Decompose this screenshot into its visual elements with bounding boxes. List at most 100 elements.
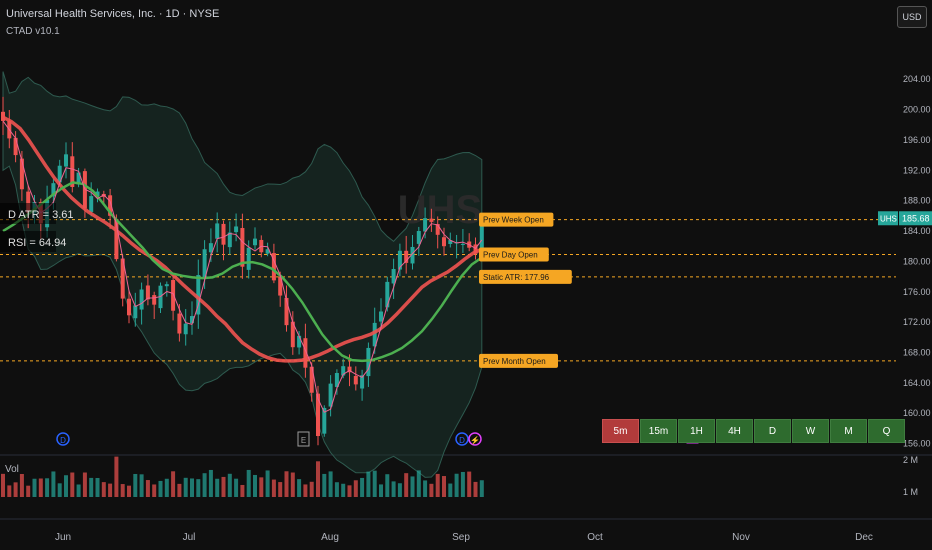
x-tick-label: Sep [452, 532, 470, 543]
candle-body [177, 313, 182, 334]
level-label-bg-1 [479, 247, 549, 262]
symbol-tag-bg [878, 211, 898, 226]
level-labels-layer: Prev Week Open Prev Day Open Static ATR: 1… [479, 212, 572, 368]
candle-body [64, 154, 68, 167]
candle-body [372, 322, 377, 347]
y-tick-label: 188.00 [903, 196, 931, 206]
level-label-2: Static ATR: 177.96 [483, 273, 550, 282]
candle-body [366, 347, 371, 377]
timeframe-button-5m[interactable]: 5m [602, 419, 639, 443]
volume-bar [221, 476, 226, 497]
dividend-marker-glyph: D [459, 436, 465, 445]
candle-body [448, 240, 453, 244]
candle-body [227, 232, 232, 248]
candle-body [429, 218, 434, 222]
volume-bar [448, 483, 453, 497]
volume-bar [202, 473, 207, 497]
candle-body [391, 268, 396, 284]
price-axis[interactable]: 204.00 200.00 196.00 192.00 188.00 184.00 180.… [878, 74, 932, 449]
volume-bar [360, 477, 365, 497]
volume-bar [341, 483, 346, 497]
volume-bar [372, 470, 377, 497]
earnings-marker-icon[interactable] [297, 431, 310, 447]
atr-readout-bg [0, 203, 56, 224]
symbol-tag: UHS [880, 214, 897, 223]
volume-bar [429, 483, 434, 497]
timeframe-bar: 5m 15m 1H 4H D W M Q [602, 419, 906, 443]
candle-body [334, 373, 339, 387]
dividend-marker-icon[interactable] [455, 432, 469, 446]
volume-bar [120, 484, 125, 497]
level-lines-layer [0, 219, 896, 362]
volume-bar [284, 471, 289, 497]
volume-bar [196, 479, 201, 497]
candle-body [316, 393, 320, 437]
volume-bar [7, 485, 12, 497]
y-tick-label: 156.00 [903, 439, 931, 449]
volume-bar [101, 482, 106, 497]
candle-body [278, 276, 283, 296]
volume-bar [473, 481, 478, 497]
x-tick-label: Jun [55, 532, 71, 543]
y-tick-label: 172.00 [903, 317, 931, 327]
level-label-bg-0 [479, 212, 554, 227]
y-tick-label: 180.00 [903, 256, 931, 266]
volume-bar [95, 477, 100, 497]
candle-body [133, 305, 138, 319]
candle-body [108, 195, 113, 216]
candle-body [360, 375, 365, 389]
volume-bar [127, 485, 131, 497]
candle-body [385, 281, 390, 308]
rsi-readout: RSI = 64.94 [8, 237, 66, 249]
candle-body [196, 275, 201, 315]
volume-bar [303, 484, 308, 497]
timeframe-button-4h[interactable]: 4H [716, 419, 753, 443]
volume-bar [322, 473, 327, 497]
timeframe-button-1h[interactable]: 1H [678, 419, 715, 443]
y-tick-label: 196.00 [903, 135, 931, 145]
candle-body [265, 249, 270, 254]
candle-body [51, 183, 56, 197]
volume-bar [423, 480, 428, 497]
timeframe-button-q[interactable]: Q [868, 419, 905, 443]
candle-body [290, 321, 295, 348]
candle-body [341, 366, 346, 376]
watermark-layer: UHS [398, 188, 482, 232]
candle-body [127, 298, 131, 316]
candle-body [297, 335, 302, 348]
timeframe-button-w[interactable]: W [792, 419, 829, 443]
level-label-3: Prev Month Open [483, 357, 546, 366]
volume-bar [297, 479, 302, 497]
candle-body [139, 289, 144, 310]
candle-body [57, 165, 62, 183]
split-marker-icon[interactable] [468, 432, 482, 446]
rsi-readout-bg [0, 231, 56, 252]
volume-bar [177, 483, 182, 497]
volume-bar [328, 471, 333, 497]
volume-bar [397, 483, 402, 497]
volume-bar [208, 469, 213, 497]
candle-body [423, 218, 428, 232]
candle-body [379, 311, 383, 322]
volume-bar [19, 474, 24, 497]
volume-bar [164, 478, 169, 497]
timeframe-button-15m[interactable]: 15m [640, 419, 677, 443]
volume-bar [435, 473, 440, 497]
time-axis[interactable]: Jun Jul Aug Sep Oct Nov Dec [55, 532, 873, 543]
dividend-marker-icon[interactable] [56, 432, 70, 446]
timeframe-button-m[interactable]: M [830, 419, 867, 443]
y-tick-label: 160.00 [903, 408, 931, 418]
symbol-watermark: UHS [398, 188, 482, 232]
currency-button[interactable]: USD [897, 6, 927, 28]
candle-body [13, 137, 18, 156]
timeframe-button-d[interactable]: D [754, 419, 791, 443]
volume-bar [82, 472, 87, 497]
candle-body [26, 191, 31, 213]
candle-body [240, 228, 245, 267]
candle-body [397, 250, 402, 270]
volume-bar [265, 470, 270, 497]
volume-bar [271, 479, 276, 497]
candle-body [1, 111, 5, 121]
